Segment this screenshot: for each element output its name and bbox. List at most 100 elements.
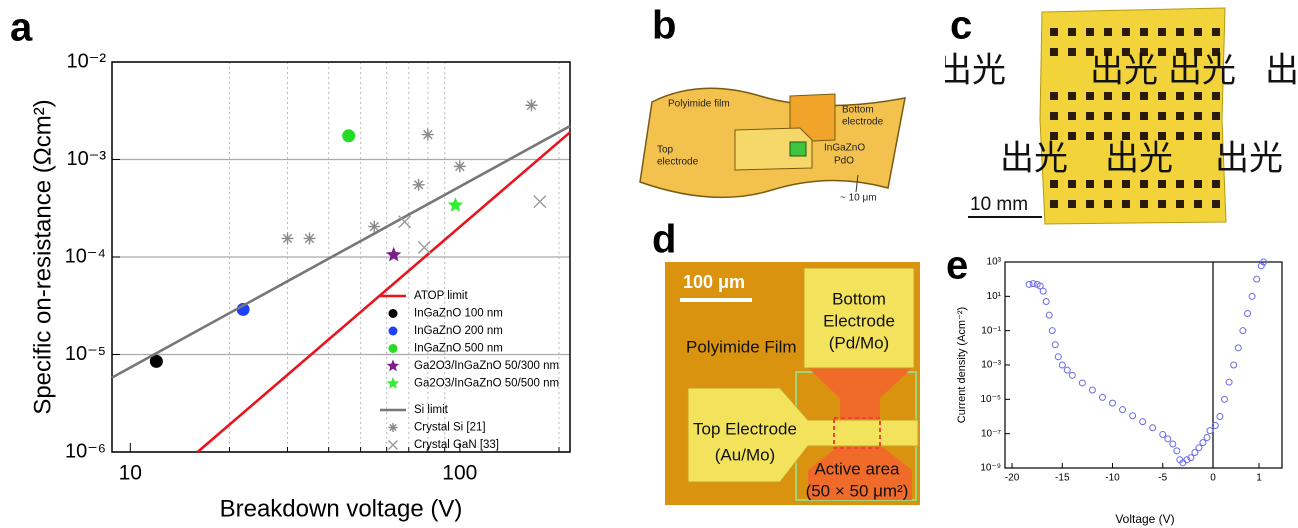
point xyxy=(1164,435,1172,443)
point xyxy=(1253,275,1261,283)
legend-swatch xyxy=(388,326,398,336)
characters: 出光 xyxy=(1090,51,1158,91)
top-electrode-shape xyxy=(734,127,813,171)
point xyxy=(1199,439,1207,447)
point xyxy=(1239,327,1247,335)
square xyxy=(1140,112,1148,120)
square xyxy=(1050,132,1058,140)
point xyxy=(303,232,316,245)
active-area-box xyxy=(833,417,881,449)
label: electrode xyxy=(657,157,699,168)
square xyxy=(1140,180,1148,188)
point xyxy=(1029,280,1037,288)
square xyxy=(1212,180,1220,188)
legend-label: InGaZnO 100 nm xyxy=(414,308,503,320)
square xyxy=(1068,28,1076,36)
square xyxy=(1104,92,1112,100)
label: ~ 10 μm xyxy=(840,193,877,204)
point xyxy=(1183,456,1191,464)
point xyxy=(1045,311,1053,319)
square xyxy=(1158,200,1166,208)
y-tick-label: 10⁻³ xyxy=(67,148,107,170)
square xyxy=(1158,48,1166,56)
square xyxy=(1050,48,1058,56)
label: Electrode xyxy=(823,311,895,330)
point xyxy=(533,195,547,209)
point xyxy=(1206,427,1214,435)
square xyxy=(1086,200,1094,208)
label: Bottom xyxy=(842,105,874,116)
panel-label: b xyxy=(652,4,676,48)
square xyxy=(1050,180,1058,188)
label: (Au/Mo) xyxy=(715,445,775,464)
square xyxy=(1104,48,1112,56)
square xyxy=(1122,180,1130,188)
square xyxy=(1194,48,1202,56)
square xyxy=(1140,48,1148,56)
square xyxy=(1212,48,1220,56)
legend-swatch xyxy=(388,309,398,318)
point xyxy=(1025,280,1033,288)
y-tick-label: 10⁻³ xyxy=(981,360,1001,371)
y-tick-label: 10⁻⁶ xyxy=(65,440,106,462)
legend-label: Ga2O3/InGaZnO 50/500 nm xyxy=(414,378,559,390)
point xyxy=(149,354,163,368)
square xyxy=(1104,200,1112,208)
point xyxy=(1051,341,1059,349)
y-tick-label: 10³ xyxy=(987,257,1002,268)
square xyxy=(1194,28,1202,36)
y-tick-label: 10⁻⁵ xyxy=(980,394,1001,405)
point xyxy=(1248,292,1256,300)
square xyxy=(1122,48,1130,56)
characters: 出光 xyxy=(1000,139,1068,179)
panel-label: e xyxy=(946,244,968,288)
x-tick-label: -5 xyxy=(1158,473,1167,484)
square xyxy=(1086,180,1094,188)
x-tick-label: -15 xyxy=(1055,473,1070,484)
squares xyxy=(1050,28,1220,208)
square xyxy=(1212,132,1220,140)
square xyxy=(1140,92,1148,100)
square xyxy=(1122,200,1130,208)
film xyxy=(1039,7,1227,225)
point xyxy=(1211,421,1219,429)
legend-label: Si limit xyxy=(414,404,449,416)
legend-label: InGaZnO 200 nm xyxy=(414,325,503,337)
panel-b: Polyimide film Top electrode Bottom elec… xyxy=(639,87,906,204)
panel-label: c xyxy=(950,4,972,48)
point xyxy=(1109,399,1117,407)
square xyxy=(1176,132,1184,140)
point xyxy=(1054,353,1062,361)
square xyxy=(1068,180,1076,188)
x-axis-title: Voltage (V) xyxy=(1115,512,1174,526)
square xyxy=(1122,112,1130,120)
plot-frame xyxy=(1004,261,1283,469)
point xyxy=(1088,386,1096,394)
legend-label: Crystal GaN [33] xyxy=(414,439,499,451)
point xyxy=(1036,282,1044,290)
point xyxy=(1221,395,1228,403)
point xyxy=(1063,366,1071,374)
square xyxy=(1158,180,1166,188)
square xyxy=(1122,28,1130,36)
point xyxy=(1257,262,1265,270)
point xyxy=(1098,393,1106,401)
point xyxy=(417,241,431,255)
square xyxy=(1068,92,1076,100)
square xyxy=(1050,92,1058,100)
square xyxy=(1104,132,1112,140)
point xyxy=(386,246,402,262)
square xyxy=(1194,92,1202,100)
square xyxy=(1122,132,1130,140)
square xyxy=(1104,180,1112,188)
label: Bottom xyxy=(832,289,886,308)
square xyxy=(1212,92,1220,100)
square xyxy=(1086,112,1094,120)
square xyxy=(1176,28,1184,36)
square xyxy=(1158,112,1166,120)
x-tick-label: -20 xyxy=(1005,473,1020,484)
characters: 出光 xyxy=(938,51,1006,91)
square xyxy=(1104,28,1112,36)
point xyxy=(1068,371,1076,379)
